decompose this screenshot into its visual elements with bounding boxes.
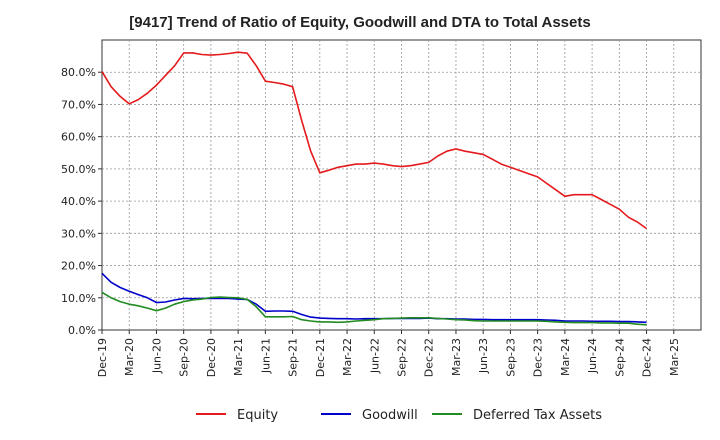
legend-label: Deferred Tax Assets (473, 408, 602, 423)
legend-label: Goodwill (362, 408, 418, 423)
x-tick-label: Jun-20 (150, 338, 163, 374)
legend-label: Equity (237, 408, 278, 423)
x-tick-label: Dec-20 (205, 338, 218, 377)
grid (102, 40, 701, 330)
y-tick-label: 0.0% (68, 324, 96, 337)
x-tick-label: Mar-22 (341, 338, 354, 376)
legend: Equity Goodwill Deferred Tax Assets (196, 408, 602, 423)
x-tick-label: Dec-21 (314, 338, 327, 377)
x-tick-label: Sep-24 (613, 338, 626, 377)
series-line-equity (101, 51, 647, 230)
x-tick-label: Dec-24 (641, 338, 654, 377)
x-tick-label: Jun-23 (477, 338, 490, 374)
x-tick-label: Sep-22 (396, 338, 409, 377)
y-tick-label: 70.0% (61, 98, 96, 111)
y-tick-label: 50.0% (61, 163, 96, 176)
series-line-goodwill (101, 272, 647, 324)
x-tick-label: Dec-22 (423, 338, 436, 377)
x-tick-label: Sep-21 (287, 338, 300, 377)
y-tick-label: 10.0% (61, 292, 96, 305)
chart-title: [9417] Trend of Ratio of Equity, Goodwil… (129, 14, 591, 31)
y-tick-label: 80.0% (61, 66, 96, 79)
y-tick-label: 20.0% (61, 260, 96, 273)
x-tick-label: Mar-25 (668, 338, 681, 376)
y-tick-label: 30.0% (61, 227, 96, 240)
x-tick-label: Sep-23 (504, 338, 517, 377)
x-tick-label: Mar-21 (232, 338, 245, 376)
series-group (101, 51, 647, 326)
x-tick-label: Sep-20 (178, 338, 191, 377)
y-axis: 0.0% 10.0% 20.0% 30.0% 40.0% 50.0% 60.0% 70.0% 8… (61, 66, 102, 337)
x-tick-label: Mar-23 (450, 338, 463, 376)
x-tick-label: Jun-22 (368, 338, 381, 374)
series-line-deferred-tax-assets (101, 291, 647, 326)
y-tick-label: 40.0% (61, 195, 96, 208)
x-axis: Dec-19 Mar-20 Jun-20 Sep-20 Dec-20 Mar-21 Jun-… (96, 330, 681, 377)
x-tick-label: Dec-19 (96, 338, 109, 377)
x-tick-label: Mar-24 (559, 338, 572, 376)
x-tick-label: Jun-21 (259, 338, 272, 374)
x-tick-label: Dec-23 (532, 338, 545, 377)
x-tick-label: Jun-24 (586, 338, 599, 374)
x-tick-label: Mar-20 (123, 338, 136, 376)
y-tick-label: 60.0% (61, 131, 96, 144)
